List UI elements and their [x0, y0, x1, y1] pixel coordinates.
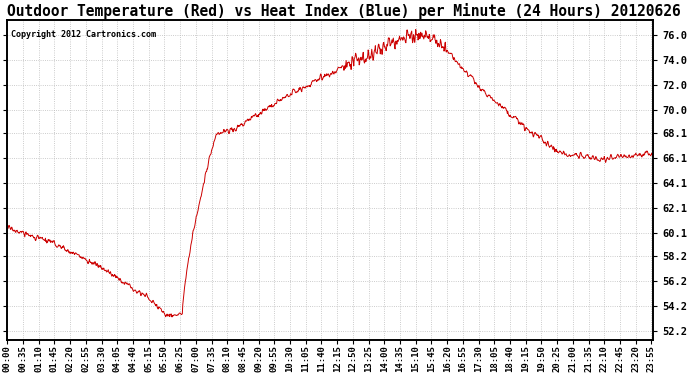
Text: Outdoor Temperature (Red) vs Heat Index (Blue) per Minute (24 Hours) 20120626: Outdoor Temperature (Red) vs Heat Index … [8, 3, 681, 19]
Text: Copyright 2012 Cartronics.com: Copyright 2012 Cartronics.com [10, 30, 155, 39]
